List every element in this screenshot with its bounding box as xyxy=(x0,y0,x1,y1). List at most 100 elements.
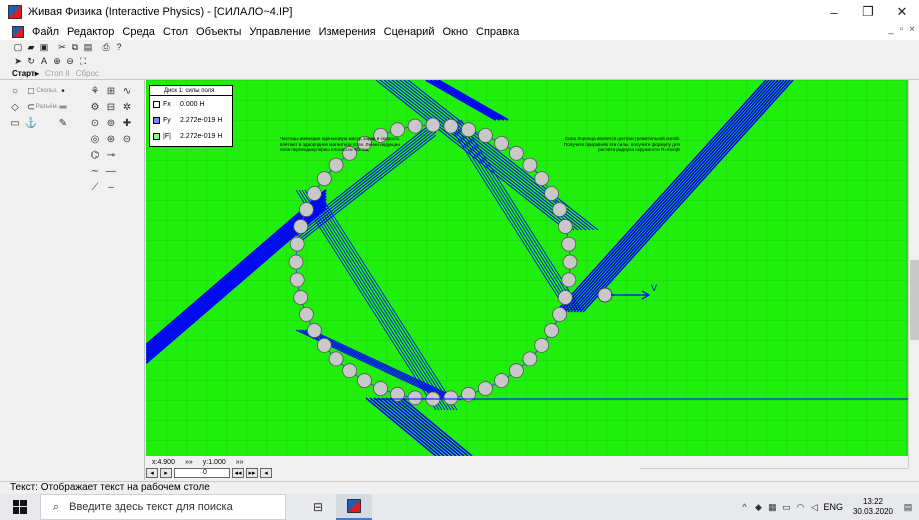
particle-disk[interactable] xyxy=(552,202,568,218)
particle-disk[interactable] xyxy=(293,219,309,234)
menu-table[interactable]: Стол xyxy=(162,26,189,38)
chevron-up-icon[interactable]: ^ xyxy=(742,502,747,512)
particle-disk[interactable] xyxy=(561,272,577,288)
frame-counter[interactable]: 0 xyxy=(174,468,230,478)
curve-tool-icon[interactable]: ⊂ xyxy=(26,101,36,113)
step-back-frame-icon[interactable]: ◂◂ xyxy=(232,468,244,478)
rope-tool-icon[interactable]: ⚙ xyxy=(90,101,100,113)
workspace-canvas[interactable]: V Частицы имеющие одинаковую массу, заря… xyxy=(146,80,908,456)
close-button[interactable]: ✕ xyxy=(896,4,908,19)
print-icon[interactable]: ⎙ xyxy=(102,41,110,52)
shield-icon[interactable]: ◆ xyxy=(754,501,762,512)
coil-tool-icon[interactable]: ⌬ xyxy=(90,149,100,161)
particle-disk[interactable] xyxy=(328,157,344,173)
smooth-joint-label[interactable]: Скольз. xyxy=(36,88,58,94)
particle-disk[interactable] xyxy=(316,171,332,186)
actuator-tool-icon[interactable]: ⊚ xyxy=(106,117,116,129)
particle-disk[interactable] xyxy=(425,117,441,133)
particle-disk[interactable] xyxy=(461,386,476,402)
particle-disk[interactable] xyxy=(534,337,550,353)
dash-tool-icon[interactable]: – xyxy=(108,181,114,193)
particle-disk[interactable] xyxy=(557,219,573,234)
particle-disk[interactable] xyxy=(508,363,524,379)
start-button[interactable]: Старт▸ xyxy=(12,69,39,78)
zoom-out-icon[interactable]: ⊖ xyxy=(66,55,74,66)
scroll-thumb[interactable] xyxy=(910,260,919,340)
sensor-tool-icon[interactable]: ⊝ xyxy=(122,133,132,145)
volume-icon[interactable]: ◁ xyxy=(810,501,818,512)
y-scroll-arrows[interactable]: »» xyxy=(235,458,244,466)
particle-disk[interactable] xyxy=(477,381,493,397)
anchor-tool-icon[interactable]: ⚓ xyxy=(24,117,38,129)
particle-disk[interactable] xyxy=(328,351,344,367)
particle-disk[interactable] xyxy=(508,145,524,161)
circle-tool-icon[interactable]: ○ xyxy=(11,85,19,97)
start-button[interactable] xyxy=(0,494,40,520)
particle-disk[interactable] xyxy=(443,390,459,406)
particle-disk[interactable] xyxy=(443,118,459,134)
zoom-in-icon[interactable]: ⊕ xyxy=(53,55,61,66)
wave-spring-icon[interactable]: ∼ xyxy=(90,165,100,177)
cut-icon[interactable]: ✂ xyxy=(58,41,66,52)
particle-disk[interactable] xyxy=(357,373,372,389)
particle-disk[interactable] xyxy=(316,337,332,353)
notification-icon[interactable]: ▤ xyxy=(903,501,913,512)
open-folder-icon[interactable]: ▰ xyxy=(27,41,35,52)
particle-disk[interactable] xyxy=(342,363,358,379)
taskbar-search-box[interactable]: ⌕ Введите здесь текст для поиска xyxy=(40,494,286,520)
mdi-close-button[interactable]: × xyxy=(909,24,915,35)
taskbar-app-interactive-physics[interactable] xyxy=(336,494,372,520)
help-icon[interactable]: ? xyxy=(116,42,122,52)
rotate-tool-icon[interactable]: ↻ xyxy=(27,55,35,66)
battery-icon[interactable]: ▭ xyxy=(782,501,791,512)
particle-disk[interactable] xyxy=(357,136,372,151)
language-indicator[interactable]: ENG xyxy=(823,502,843,512)
line-tool-icon[interactable]: — xyxy=(106,165,116,177)
particle-disk[interactable] xyxy=(552,306,568,322)
particle-disk[interactable] xyxy=(298,306,314,322)
particle-disk[interactable] xyxy=(544,323,560,338)
vertical-scrollbar[interactable] xyxy=(908,80,919,468)
copy-icon[interactable]: ⧉ xyxy=(71,41,79,52)
minimize-button[interactable]: – xyxy=(830,4,838,20)
pen-tool-icon[interactable]: ✎ xyxy=(58,117,68,129)
menu-help[interactable]: Справка xyxy=(476,26,520,38)
spring-tool-icon[interactable]: ⚘ xyxy=(90,85,100,97)
particle-disk[interactable] xyxy=(407,118,423,134)
wave-tool-icon[interactable]: ∿ xyxy=(122,85,132,97)
save-icon[interactable]: ▣ xyxy=(39,41,49,52)
particle-disk[interactable] xyxy=(534,171,550,186)
right-annotation[interactable]: Сила Лоренца является центростремительно… xyxy=(558,136,680,176)
menu-editor[interactable]: Редактор xyxy=(67,26,115,38)
menu-measurements[interactable]: Измерения xyxy=(318,26,376,38)
particle-disk[interactable] xyxy=(522,157,538,173)
rigid-joint-label[interactable]: Разъём. xyxy=(35,104,59,110)
gear-tool-icon[interactable]: ✲ xyxy=(122,101,132,113)
particle-disk[interactable] xyxy=(289,272,305,288)
network-icon[interactable]: ▦ xyxy=(768,501,777,512)
damper-tool-icon[interactable]: ⊞ xyxy=(106,85,116,97)
step-forward-frame-icon[interactable]: ▸▸ xyxy=(246,468,258,478)
point-tool-icon[interactable]: • xyxy=(61,85,65,97)
text-tool-icon[interactable]: A xyxy=(40,56,47,66)
menu-objects[interactable]: Объекты xyxy=(196,26,242,38)
force-meter[interactable]: Диск 1: силы поля Fx 0.000 Н Fy 2.272e-0… xyxy=(149,85,233,147)
new-file-icon[interactable]: ▢ xyxy=(13,41,23,52)
motor-tool-icon[interactable]: ⊙ xyxy=(90,117,100,129)
rod-tool-icon[interactable]: ═ xyxy=(59,101,67,113)
force-tool-icon[interactable]: ✚ xyxy=(122,117,132,129)
paste-icon[interactable]: ▤ xyxy=(83,41,93,52)
restore-button[interactable]: ❐ xyxy=(862,4,874,19)
torque-tool-icon[interactable]: ◎ xyxy=(90,133,100,145)
particle-disk[interactable] xyxy=(494,136,509,151)
brush-tool-icon[interactable]: ⟋ xyxy=(91,181,99,193)
particle-disk[interactable] xyxy=(522,351,538,367)
particle-disk[interactable] xyxy=(288,254,304,270)
play-icon[interactable]: ▸ xyxy=(160,468,172,478)
menu-window[interactable]: Окно xyxy=(442,26,469,38)
x-scroll-arrows[interactable]: »» xyxy=(184,458,193,466)
mdi-restore-button[interactable]: ▫ xyxy=(899,24,904,35)
particle-disk[interactable] xyxy=(373,128,389,143)
separator-tool-icon[interactable]: ⊛ xyxy=(106,133,116,145)
particle-disk[interactable] xyxy=(544,186,560,201)
